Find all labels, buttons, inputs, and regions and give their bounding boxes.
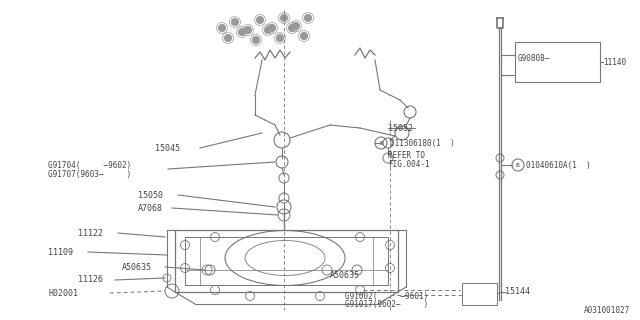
Text: B: B <box>379 141 383 146</box>
Circle shape <box>289 25 296 31</box>
Text: A50635: A50635 <box>122 262 152 271</box>
Text: 15050: 15050 <box>138 190 163 199</box>
Text: B: B <box>516 163 520 168</box>
Bar <box>185 237 388 285</box>
Circle shape <box>292 22 300 29</box>
Circle shape <box>305 14 312 21</box>
Text: 11122: 11122 <box>78 228 103 237</box>
Text: 11109: 11109 <box>48 247 73 257</box>
Bar <box>515 42 600 82</box>
Circle shape <box>244 27 252 34</box>
Circle shape <box>239 28 246 36</box>
Text: 15144: 15144 <box>505 287 530 297</box>
Circle shape <box>225 35 232 42</box>
Bar <box>462 283 497 305</box>
Text: G90808─: G90808─ <box>518 53 550 62</box>
Circle shape <box>232 19 239 26</box>
Text: A031001027: A031001027 <box>584 306 630 315</box>
Text: REFER TO: REFER TO <box>388 150 425 159</box>
Text: 11126: 11126 <box>78 276 103 284</box>
Text: 01040610A(1  ): 01040610A(1 ) <box>526 161 591 170</box>
Circle shape <box>264 27 271 34</box>
Circle shape <box>218 25 225 31</box>
Bar <box>175 230 398 292</box>
Text: H02001: H02001 <box>48 289 78 298</box>
Circle shape <box>301 33 307 39</box>
Text: G91017(9602–     ): G91017(9602– ) <box>345 300 428 309</box>
Circle shape <box>257 17 264 23</box>
Circle shape <box>280 14 287 21</box>
Text: G91704(     –9602): G91704( –9602) <box>48 161 131 170</box>
Circle shape <box>253 36 259 44</box>
Text: FIG.004-1: FIG.004-1 <box>388 159 429 169</box>
Text: 15052: 15052 <box>388 124 413 132</box>
Text: A50635: A50635 <box>330 270 360 279</box>
Text: A7068: A7068 <box>138 204 163 212</box>
Text: 15045: 15045 <box>155 143 180 153</box>
Circle shape <box>269 25 275 31</box>
Text: G91002(     –9601): G91002( –9601) <box>345 292 428 300</box>
Circle shape <box>276 35 284 42</box>
Text: 011306180(1  ): 011306180(1 ) <box>390 139 455 148</box>
Text: 11140: 11140 <box>603 58 626 67</box>
Text: G91707(9603–     ): G91707(9603– ) <box>48 170 131 179</box>
